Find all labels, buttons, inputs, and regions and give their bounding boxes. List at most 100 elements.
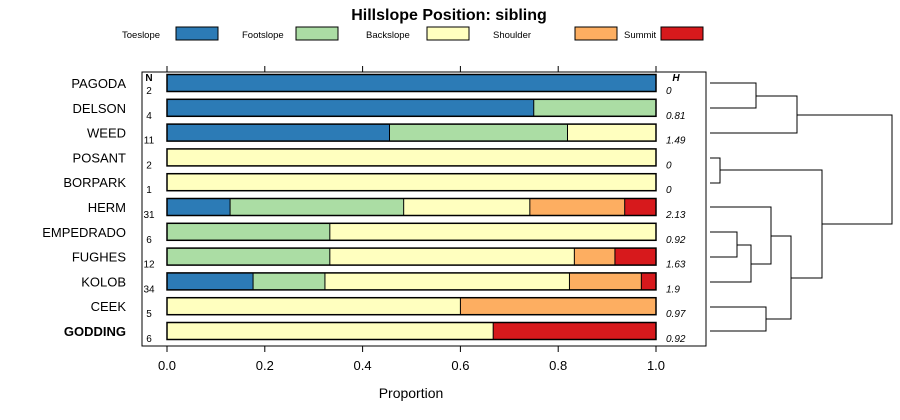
h-value-kolob: 1.9 <box>666 284 680 295</box>
legend-label-shoulder: Shoulder <box>493 30 531 41</box>
h-value-borpark: 0 <box>666 185 672 196</box>
x-tick-label-0-8: 0.8 <box>549 358 567 373</box>
bar-segment-kolob-backslope <box>324 272 570 290</box>
bar-outline-ceek <box>166 296 657 316</box>
bar-segment-herm-footslope <box>230 198 404 216</box>
bar-outline-kolob <box>166 272 657 291</box>
bar-outline-fughes <box>166 247 657 266</box>
n-value-ceek: 5 <box>146 309 152 320</box>
dendrogram-link-10 <box>797 114 893 225</box>
bar-segment-posant-backslope <box>167 148 656 166</box>
bar-segment-herm-toeslope <box>167 198 231 216</box>
dendrogram-link-1 <box>710 82 757 109</box>
bar-outline-weed <box>166 123 657 142</box>
n-value-empedrado: 6 <box>146 235 152 246</box>
category-label-herm: HERM <box>88 200 126 215</box>
legend-label-toeslope: Toeslope <box>122 30 160 41</box>
x-axis-label: Proportion <box>379 385 444 401</box>
bar-segment-herm-summit <box>624 198 656 216</box>
dendrogram-link-4 <box>710 231 738 258</box>
category-label-ceek: CEEK <box>91 299 127 314</box>
category-label-kolob: KOLOB <box>81 274 126 289</box>
bar-segment-fughes-footslope <box>167 248 330 266</box>
bar-outline-pagoda <box>166 73 657 93</box>
dendrogram-link-8 <box>766 235 792 320</box>
bar-outline-borpark <box>166 172 657 192</box>
n-value-fughes: 12 <box>143 260 155 271</box>
category-label-weed: WEED <box>87 126 126 141</box>
chart-title: Hillslope Position: sibling <box>351 7 547 24</box>
bar-outline-empedrado <box>166 222 657 242</box>
n-value-herm: 31 <box>143 210 155 221</box>
h-value-fughes: 1.63 <box>666 260 686 271</box>
bar-segment-delson-footslope <box>533 99 656 117</box>
legend-swatch-summit <box>660 26 704 41</box>
bar-segment-fughes-backslope <box>329 248 575 266</box>
category-label-delson: DELSON <box>73 101 126 116</box>
legend-label-summit: Summit <box>624 30 657 41</box>
bar-segment-weed-backslope <box>567 124 656 142</box>
dendrogram-link-5 <box>710 244 752 283</box>
bar-segment-godding-backslope <box>167 322 494 340</box>
dendrogram <box>710 82 893 332</box>
legend-label-backslope: Backslope <box>366 30 410 41</box>
dendrogram-link-7 <box>710 306 767 332</box>
bar-segment-herm-backslope <box>403 198 530 216</box>
n-value-delson: 4 <box>146 111 152 122</box>
bar-segment-kolob-toeslope <box>167 272 254 290</box>
h-value-herm: 2.13 <box>665 210 686 221</box>
legend-swatch-backslope <box>426 26 470 41</box>
bar-outline-delson <box>166 98 657 118</box>
h-value-godding: 0.92 <box>666 334 686 345</box>
category-label-godding: GODDING <box>64 324 126 339</box>
bar-segment-fughes-shoulder <box>574 248 615 266</box>
bar-segment-ceek-backslope <box>167 297 461 315</box>
legend-label-footslope: Footslope <box>242 30 284 41</box>
h-value-empedrado: 0.92 <box>666 235 686 246</box>
bar-segment-fughes-summit <box>614 248 656 266</box>
bar-segment-borpark-backslope <box>167 173 656 191</box>
x-tick-label-0-0: 0.0 <box>158 358 176 373</box>
bar-segment-empedrado-backslope <box>329 223 656 241</box>
plot-frame <box>141 71 707 347</box>
bars <box>166 73 657 341</box>
n-value-kolob: 34 <box>143 284 155 295</box>
bar-segment-herm-shoulder <box>529 198 625 216</box>
x-axis: 0.0 0.2 0.4 0.6 0.8 1.0 <box>158 66 665 373</box>
h-value-weed: 1.49 <box>666 136 686 147</box>
bar-segment-empedrado-footslope <box>167 223 330 241</box>
bar-segment-ceek-shoulder <box>460 297 656 315</box>
category-label-posant: POSANT <box>73 150 127 165</box>
bar-segment-pagoda-toeslope <box>167 74 656 92</box>
x-tick-label-0-4: 0.4 <box>354 358 372 373</box>
n-value-weed: 11 <box>144 136 155 147</box>
legend-swatch-shoulder <box>574 26 618 41</box>
bar-outline-godding <box>166 321 657 341</box>
dendrogram-link-2 <box>710 95 798 134</box>
bar-outline-posant <box>166 148 657 167</box>
x-tick-label-1-0: 1.0 <box>647 358 665 373</box>
legend: Toeslope Footslope Backslope Shoulder Summit <box>122 26 704 41</box>
h-value-delson: 0.81 <box>666 111 685 122</box>
n-value-borpark: 1 <box>146 185 152 196</box>
x-tick-label-0-6: 0.6 <box>451 358 469 373</box>
n-value-posant: 2 <box>146 160 152 171</box>
dendrogram-link-3 <box>710 157 721 184</box>
bar-segment-kolob-summit <box>641 272 656 290</box>
category-label-pagoda: PAGODA <box>71 76 126 91</box>
bar-segment-godding-summit <box>493 322 656 340</box>
n-value-godding: 6 <box>146 334 152 345</box>
legend-swatch-toeslope <box>175 26 219 41</box>
bar-segment-weed-toeslope <box>167 124 390 142</box>
h-column-header: H <box>672 73 680 84</box>
n-column-header: N <box>145 73 152 84</box>
bar-segment-kolob-footslope <box>253 272 325 290</box>
h-value-posant: 0 <box>666 160 672 171</box>
category-label-empedrado: EMPEDRADO <box>42 225 126 240</box>
h-value-ceek: 0.97 <box>666 309 686 320</box>
bar-outline-herm <box>166 197 657 217</box>
category-labels: PAGODA 2 0 DELSON 4 0.81 WEED 11 1.49 POSANT 2 0 BOR… <box>42 76 686 345</box>
h-value-pagoda: 0 <box>666 86 672 97</box>
n-value-pagoda: 2 <box>146 86 152 97</box>
